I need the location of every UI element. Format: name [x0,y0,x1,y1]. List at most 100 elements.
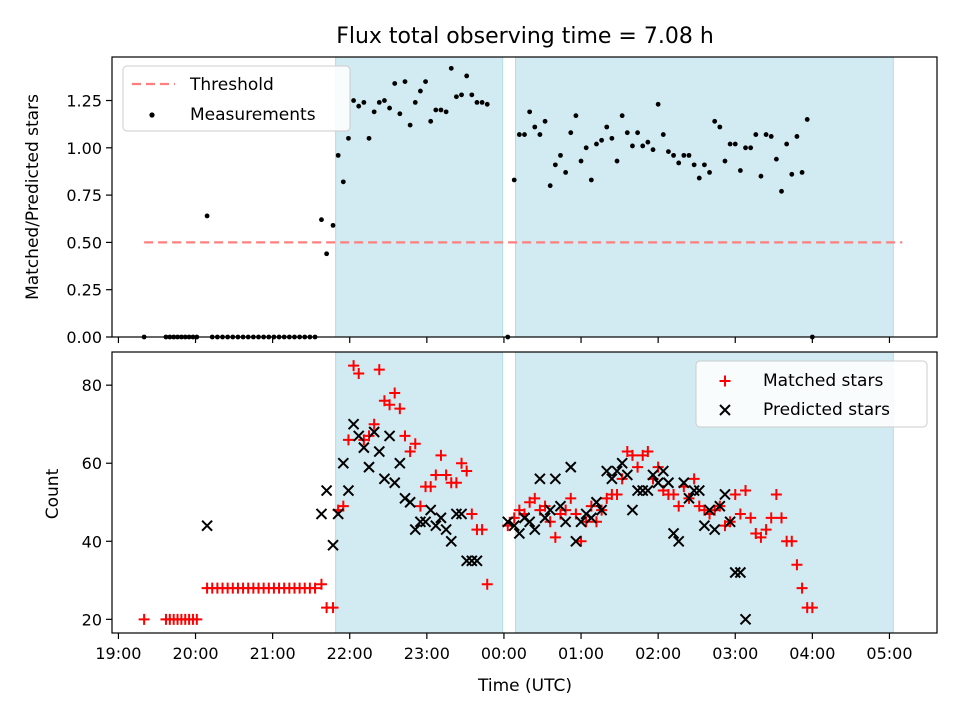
matched-stars-point [373,364,385,376]
measurement-point [387,105,392,111]
measurement-point [748,145,754,151]
measurement-point [453,94,459,100]
predicted-stars-point [502,516,514,528]
measurement-point [604,124,610,130]
predicted-stars-point [529,523,541,536]
predicted-stars-point [378,473,391,485]
measurement-point [743,145,748,151]
predicted-stars-point [621,469,634,481]
predicted-stars-point [549,473,562,485]
predicted-stars-point [435,512,447,524]
measurement-point [397,111,403,117]
measurement-point [640,143,646,149]
shaded-intervals [335,56,894,634]
matched-stars-point [673,500,685,512]
measurement-point [532,124,538,130]
legend-predicted-swatch [719,404,731,416]
x-tick-label: 00:00 [481,644,527,663]
predicted-stars-point [688,484,700,497]
matched-stars-point [409,438,421,450]
measurement-point [474,100,480,105]
predicted-stars-point [471,555,483,567]
legend-measurements-swatch [149,112,155,118]
predicted-stars-point [332,508,344,520]
predicted-stars-point [430,519,442,532]
matched-stars-point [626,449,638,461]
matched-stars-point [327,602,339,614]
x-tick-label: 20:00 [172,644,218,663]
x-tick-label: 01:00 [558,644,604,663]
measurement-point [583,145,589,151]
measurement-point [443,109,449,115]
measurement-point [376,100,382,105]
predicted-stars-point [373,445,385,458]
measurement-point [522,132,527,137]
predicted-stars-point [559,516,572,528]
measurement-point [356,103,362,109]
matched-stars-point [435,449,447,461]
predicted-stars-point [363,461,375,473]
legend-threshold-label: Threshold [189,75,274,95]
predicted-stars-point [601,465,613,477]
predicted-stars-point [595,504,608,516]
predicted-stars-point [315,508,328,520]
measurement-point [527,109,533,115]
axes-frame [111,351,938,634]
predicted-stars-point [693,484,705,497]
measurement-point [366,135,372,141]
legends: Threshold Measurements Matched stars Predic… [122,65,928,428]
axes: 0.00 0.25 0.50 0.75 1.00 1.25 20 40 60 80 19:00 20:… [66,56,938,663]
measurement-point [763,132,769,137]
matched-stars-point [315,578,327,590]
measurement-point [542,118,548,124]
predicted-stars-point [667,527,680,540]
predicted-stars-point [611,465,623,477]
measurement-point [784,141,790,147]
predicted-stars-point [708,523,721,536]
predicted-stars-point [414,516,427,528]
measurement-point [511,177,517,183]
predicted-stars-point [637,484,649,497]
predicted-stars-point [368,426,380,438]
matched-stars-point [476,524,488,536]
measurement-point [650,147,656,153]
predicted-stars-point [460,555,473,567]
measurement-point [707,170,712,175]
matched-stars-point [414,500,426,512]
y-tick-label: 0.75 [66,186,102,205]
matched-stars-point [481,578,493,590]
matched-stars-point [549,531,561,543]
measurement-point [789,171,795,177]
matched-stars-point [430,469,442,481]
measurement-point [753,132,759,137]
chart-title: Flux total observing time = 7.08 h [336,24,714,49]
measurement-point [563,170,569,175]
x-tick-label: 19:00 [95,644,141,663]
predicted-stars-point [739,613,752,626]
predicted-stars-point [445,535,457,547]
predicted-stars-point [353,430,365,442]
predicted-stars-point [450,508,463,520]
measurement-point [516,132,522,137]
measurement-point [799,170,805,175]
matched-stars-point [632,461,644,473]
x-tick-label: 02:00 [635,644,681,663]
bottom-y-axis-label: Count [43,468,63,519]
matched-stars-point [138,613,150,625]
measurement-point [392,81,398,86]
predicted-stars-point [347,418,360,430]
predicted-stars-point [342,484,355,497]
measurement-point [758,173,764,179]
predicted-stars-point [626,504,639,516]
predicted-stars-point [544,504,556,516]
measurement-point [727,141,733,147]
predicted-stars-point [662,477,675,489]
measurement-point [712,118,718,124]
predicted-stars-point [590,496,603,508]
measurement-point [330,222,336,228]
measurement-point [340,179,346,185]
measurement-point [594,141,599,147]
x-tick-label: 03:00 [712,644,758,663]
predicted-stars-point [534,473,546,485]
matched-stars-point [404,446,416,458]
